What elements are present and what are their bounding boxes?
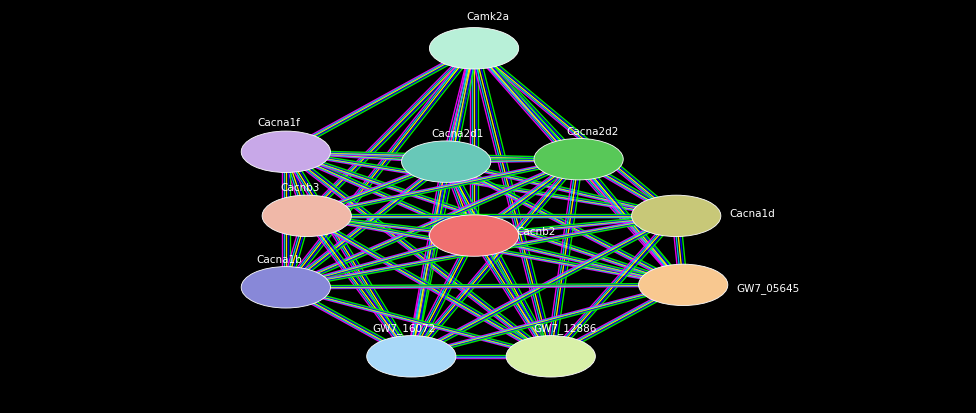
Text: Cacnb3: Cacnb3	[280, 183, 319, 193]
Ellipse shape	[507, 336, 595, 377]
Text: GW7_16072: GW7_16072	[373, 322, 436, 333]
Text: Cacna2d1: Cacna2d1	[431, 129, 483, 139]
Ellipse shape	[263, 196, 351, 237]
Ellipse shape	[241, 132, 331, 173]
Ellipse shape	[534, 139, 624, 180]
Ellipse shape	[429, 28, 518, 70]
Ellipse shape	[367, 336, 456, 377]
Ellipse shape	[241, 267, 331, 308]
Ellipse shape	[638, 264, 728, 306]
Text: Cacna1b: Cacna1b	[256, 254, 302, 264]
Ellipse shape	[401, 142, 491, 183]
Text: Cacnb2: Cacnb2	[516, 226, 555, 236]
Text: Cacna1d: Cacna1d	[729, 209, 775, 219]
Ellipse shape	[429, 215, 518, 256]
Text: GW7_05645: GW7_05645	[736, 282, 799, 293]
Text: Cacna2d2: Cacna2d2	[566, 126, 619, 136]
Text: GW7_12886: GW7_12886	[533, 322, 596, 333]
Text: Camk2a: Camk2a	[467, 12, 509, 22]
Ellipse shape	[631, 196, 721, 237]
Text: Cacna1f: Cacna1f	[258, 118, 301, 128]
